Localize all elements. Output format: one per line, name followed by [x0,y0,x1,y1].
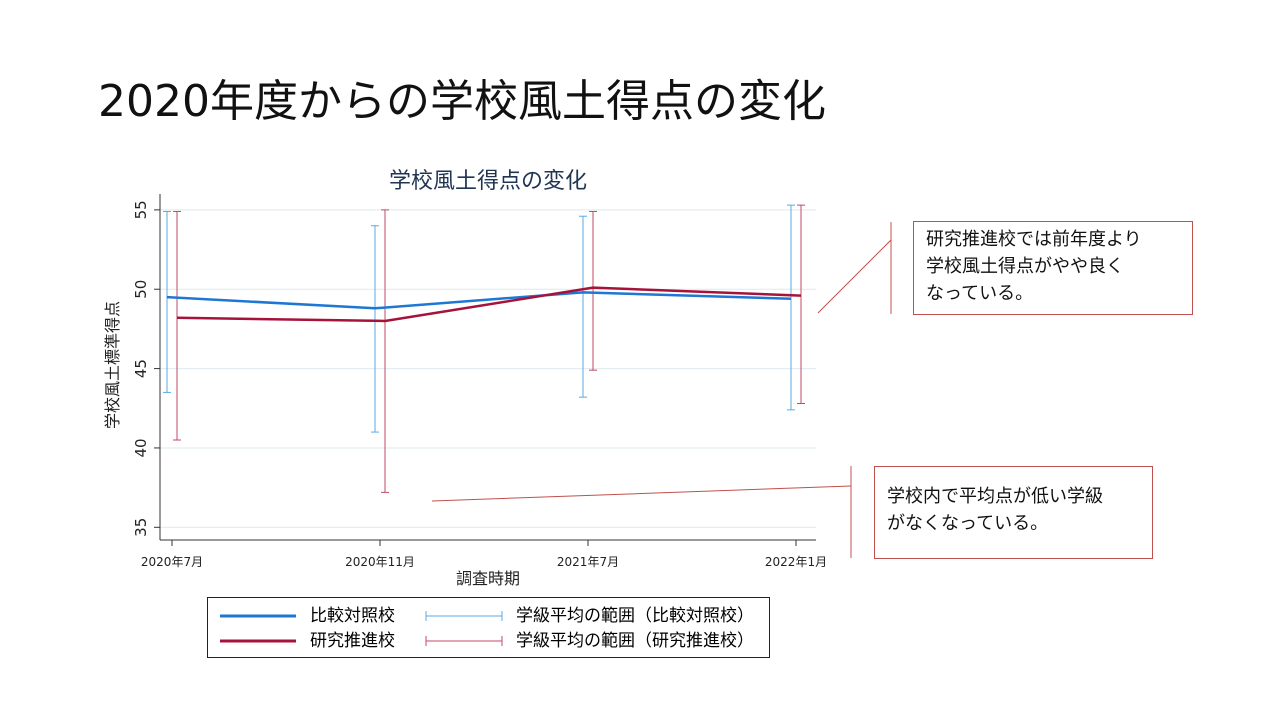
chart-title: 学校風土得点の変化 [389,169,587,194]
range-bar-research [173,210,181,441]
legend-swatch-research-range [425,636,503,646]
legend-swatch-research-line [220,639,296,643]
range-bar-comparison [787,204,795,411]
legend-label: 比較対照校 [310,606,395,626]
x-tick-labels: 2020年7月 2020年11月 2021年7月 2022年1月 [141,540,827,569]
axes [159,194,816,541]
grid-lines [160,209,816,528]
legend-swatch-comparison-line [220,614,296,618]
range-bars [163,204,805,493]
chart-legend: 比較対照校 研究推進校 学級平均の範囲（比較対照校） 学級平均の範囲（研究推進校… [207,597,770,658]
y-tick-label: 35 [132,518,150,537]
range-bar-comparison [579,215,587,398]
range-bar-research [797,204,805,405]
series-line-comparison [166,291,792,310]
x-axis-label: 調査時期 [456,569,520,588]
legend-swatch-comparison-range [425,611,503,621]
slide-title: 2020年度からの学校風土得点の変化 [98,76,826,127]
x-tick-label: 2020年11月 [345,555,415,569]
y-tick-label: 45 [132,359,150,378]
annotation-low-class-removed: 学校内で平均点が低い学級 がなくなっている。 [874,466,1153,559]
series-line-research [176,286,802,323]
y-tick-label: 50 [132,280,150,299]
legend-label: 研究推進校 [310,631,395,651]
callout-line-1 [817,239,892,314]
y-tick-labels: 35 40 45 50 55 [132,200,160,537]
x-tick-label: 2020年7月 [141,555,203,569]
callout-line-2 [431,485,852,502]
range-bar-comparison [371,225,379,433]
range-bar-research [589,210,597,371]
legend-label: 学級平均の範囲（比較対照校） [516,606,754,626]
legend-label: 学級平均の範囲（研究推進校） [516,631,754,651]
series-lines [166,286,802,323]
y-tick-label: 40 [132,438,150,457]
x-tick-label: 2021年7月 [557,555,619,569]
y-tick-label: 55 [132,200,150,219]
annotation-research-improvement: 研究推進校では前年度より 学校風土得点がやや良く なっている。 [913,221,1193,315]
range-bar-research [381,209,389,493]
y-axis-label: 学校風土標準得点 [103,301,122,429]
x-tick-label: 2022年1月 [765,555,827,569]
range-bar-comparison [163,210,171,393]
